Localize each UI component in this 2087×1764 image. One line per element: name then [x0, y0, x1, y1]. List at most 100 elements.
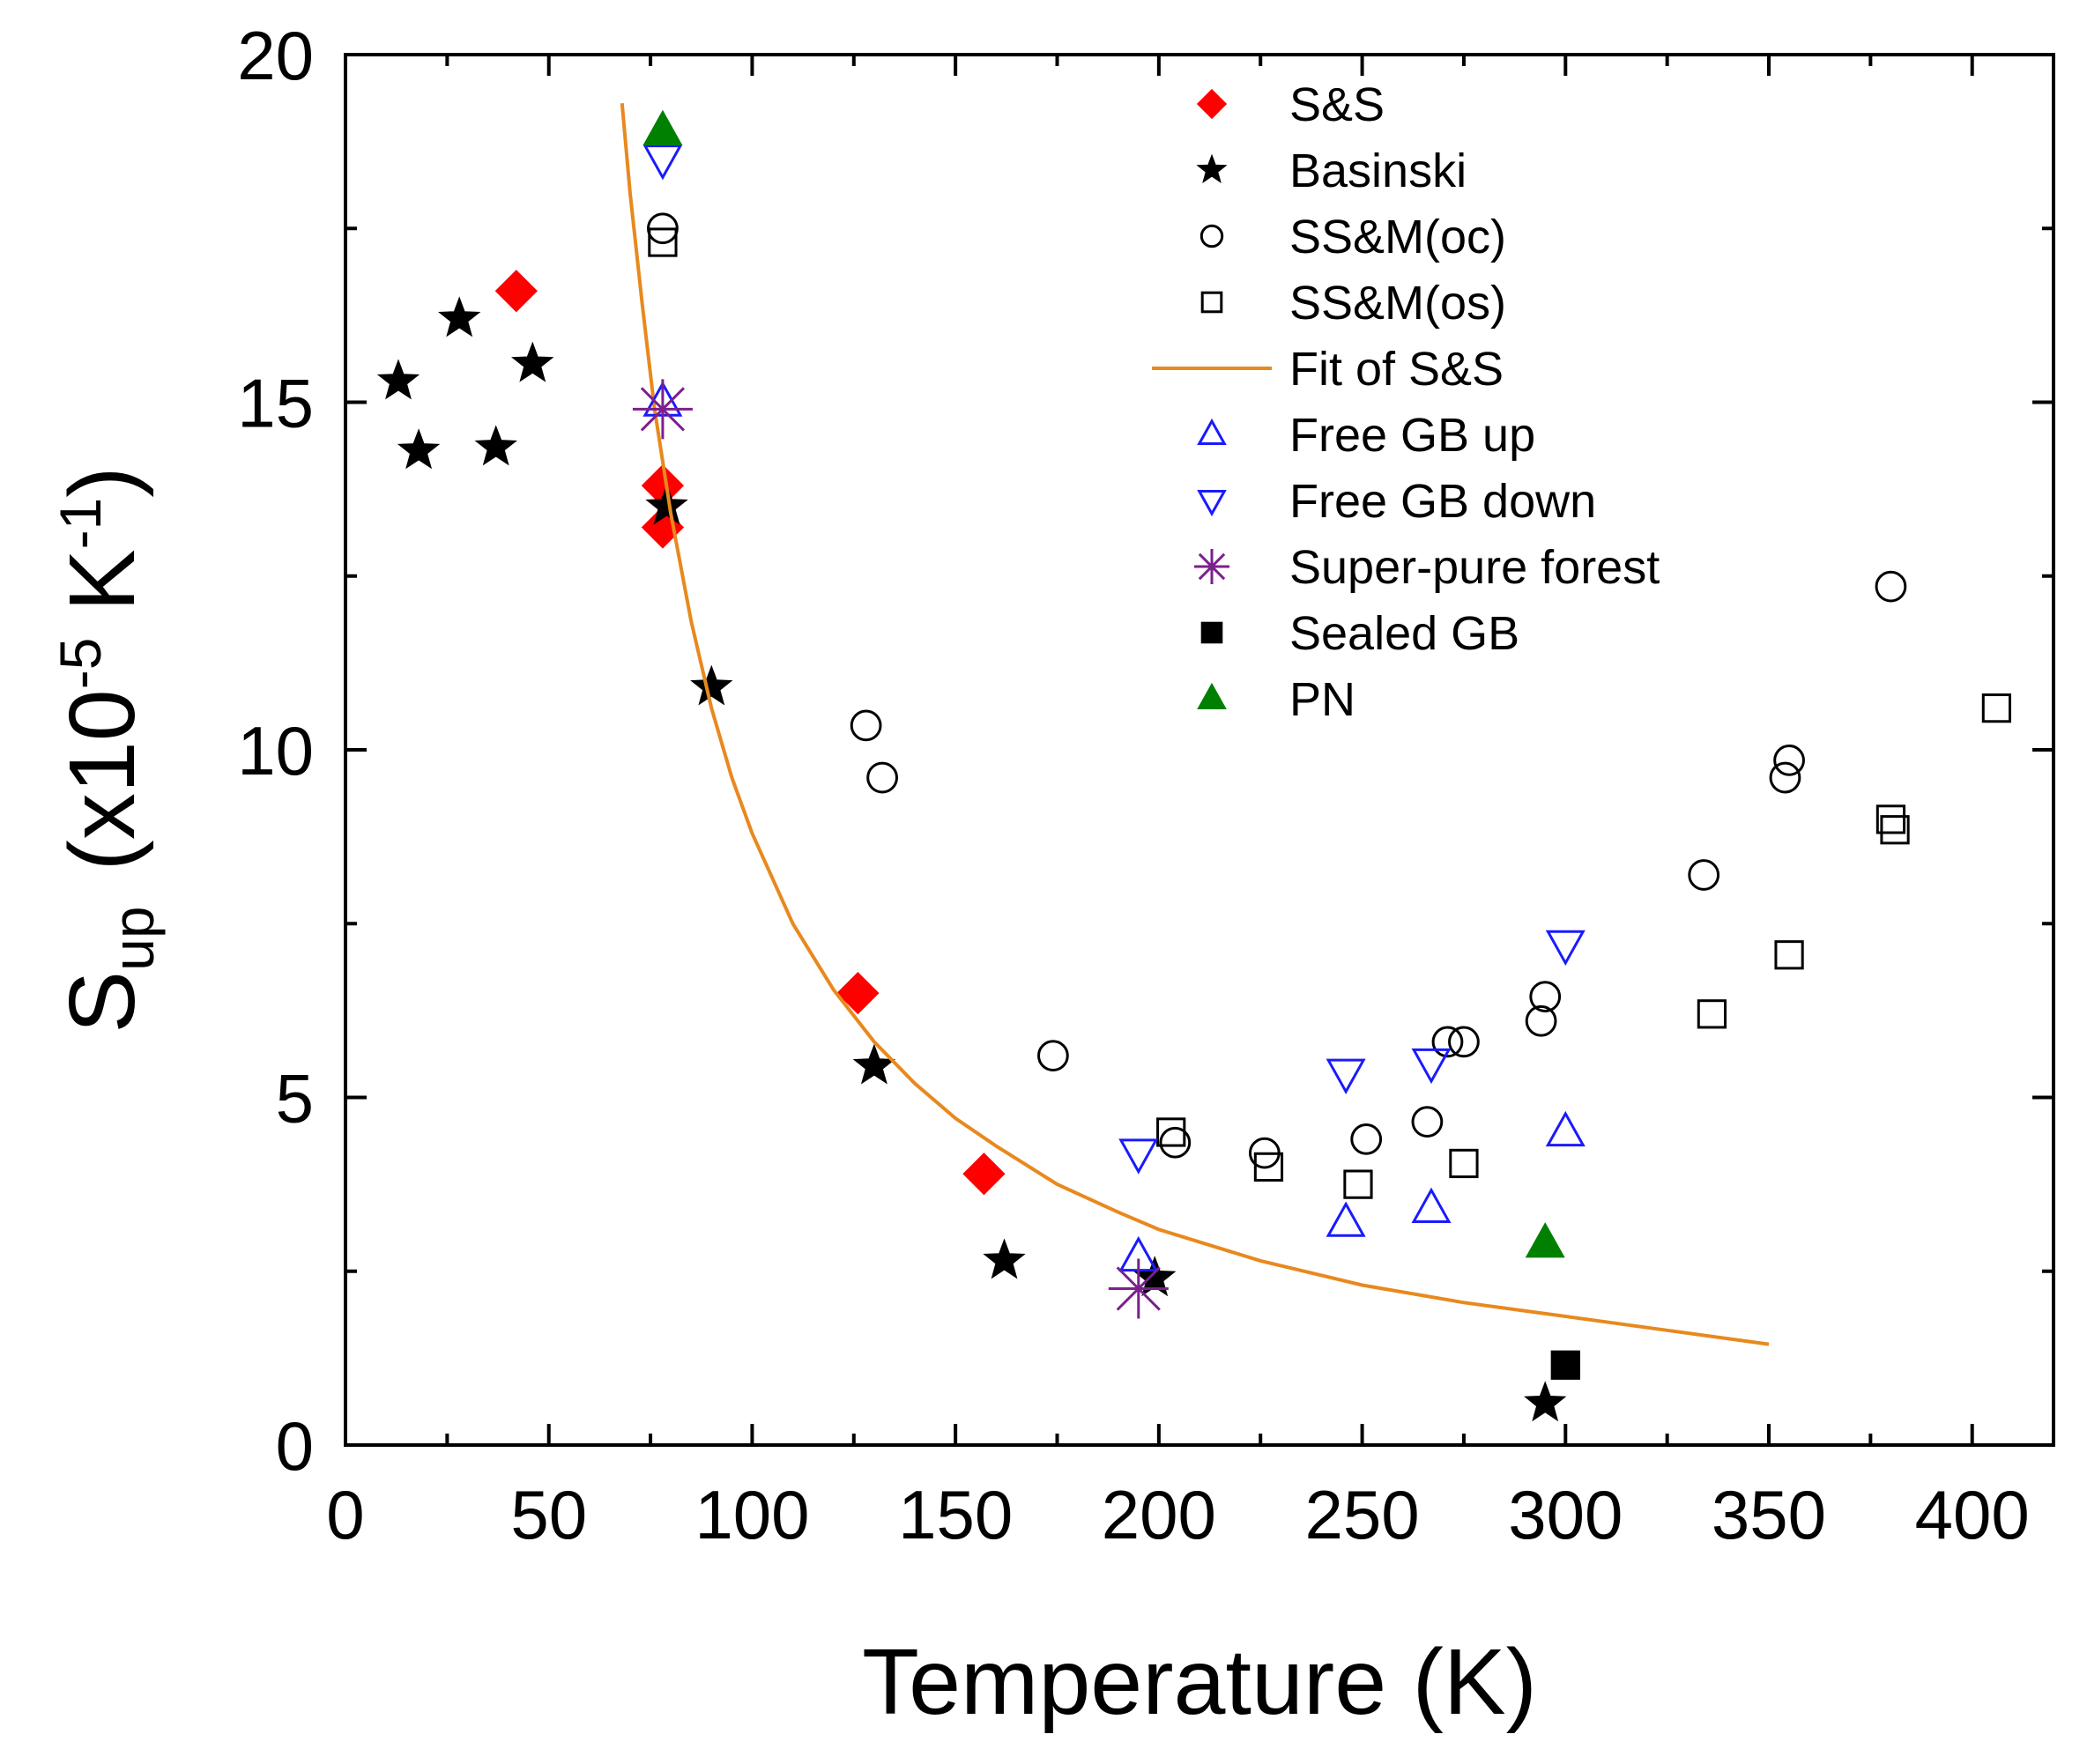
- y-axis-title-suffix: ): [50, 466, 154, 497]
- data-point-ss-m-os: [1880, 815, 1910, 845]
- y-axis-title-unit: K: [50, 549, 154, 637]
- data-point-basinski: [438, 296, 481, 337]
- legend-label: Free GB up: [1289, 409, 1535, 462]
- legend-swatch: [1197, 490, 1227, 517]
- legend-item-free-gb-up: Free GB up: [1197, 409, 1535, 462]
- data-point-ss-m-oc: [1773, 744, 1805, 776]
- data-point-ss-m-os: [1981, 693, 2012, 723]
- legend-swatch: [1197, 418, 1227, 445]
- data-point-basinski: [474, 425, 517, 466]
- data-point-basinski: [376, 359, 420, 400]
- data-point-ss-m-os: [1156, 1117, 1186, 1147]
- ticks: 0 50 100 150 200 250 300 350 400 0 5 10 15 20: [237, 17, 2054, 1553]
- data-point-pn: [1525, 1222, 1565, 1258]
- data-point-basinski: [397, 428, 441, 470]
- legend-swatch: [1194, 549, 1229, 584]
- y-axis-title: Sup (x10-5 K-1): [48, 466, 166, 1033]
- series-s-s: [494, 270, 1006, 1196]
- legend-label: PN: [1289, 673, 1355, 726]
- data-point-basinski: [511, 341, 554, 382]
- series-ss-m-oc: [647, 212, 1907, 1169]
- y-axis-title-subscript: up: [100, 906, 166, 970]
- x-tick-label: 250: [1305, 1476, 1420, 1553]
- data-point-sealed-gb: [1550, 1350, 1580, 1380]
- y-tick-label: 5: [276, 1060, 314, 1138]
- series-basinski: [376, 296, 1567, 1422]
- legend-item-fit-of-s-s: Fit of S&S: [1152, 343, 1504, 396]
- legend-label: SS&M(os): [1289, 277, 1506, 330]
- x-tick-label: 400: [1915, 1476, 2030, 1553]
- asterisk-stroke: [1116, 1266, 1161, 1311]
- series-ss-m-os: [648, 227, 2012, 1199]
- series-sealed-gb: [1550, 1350, 1580, 1380]
- data-point-ss-m-oc: [1525, 1004, 1557, 1037]
- legend-item-free-gb-down: Free GB down: [1197, 475, 1596, 528]
- legend-item-sealed-gb: Sealed GB: [1200, 607, 1519, 660]
- data-series: [376, 103, 2012, 1422]
- data-point-ss-m-os: [1875, 804, 1906, 834]
- series-super-pure-forest: [632, 379, 1169, 1319]
- data-point-free-gb-up: [1326, 1201, 1366, 1237]
- y-axis-title-exponent: -5: [48, 638, 113, 690]
- data-point-s-s: [962, 1153, 1006, 1196]
- x-tick-label: 100: [694, 1476, 809, 1553]
- data-point-ss-m-oc: [866, 761, 898, 794]
- data-point-free-gb-down: [1118, 1138, 1159, 1175]
- x-tick-label: 50: [510, 1476, 587, 1553]
- legend-label: Sealed GB: [1289, 607, 1519, 660]
- asterisk-stroke: [640, 387, 686, 432]
- data-point-s-s: [494, 270, 538, 313]
- data-point-free-gb-up: [1411, 1187, 1452, 1223]
- legend-swatch: [1197, 682, 1227, 709]
- x-axis-title: Temperature (K): [862, 1630, 1537, 1734]
- legend-label: Super-pure forest: [1289, 541, 1660, 594]
- y-tick-label: 20: [237, 17, 314, 94]
- legend-item-super-pure-forest: Super-pure forest: [1194, 541, 1660, 594]
- legend-label: Fit of S&S: [1289, 343, 1504, 396]
- data-point-ss-m-oc: [1350, 1123, 1383, 1155]
- data-point-ss-m-oc: [1529, 981, 1562, 1012]
- data-point-super-pure-forest: [632, 379, 693, 440]
- data-point-free-gb-down: [1545, 930, 1586, 966]
- legend-label: Free GB down: [1289, 475, 1596, 528]
- legend-swatch: [1200, 621, 1223, 644]
- data-point-free-gb-down: [1411, 1048, 1452, 1085]
- legend-item-basinski: Basinski: [1196, 145, 1467, 197]
- x-tick-label: 150: [898, 1476, 1013, 1553]
- data-point-ss-m-oc: [1448, 1026, 1480, 1058]
- data-point-basinski: [690, 664, 733, 706]
- y-tick-label: 15: [237, 365, 314, 442]
- data-point-ss-m-oc: [1875, 570, 1907, 603]
- data-point-basinski: [852, 1043, 896, 1085]
- data-point-free-gb-down: [1326, 1058, 1366, 1094]
- data-point-ss-m-oc: [1037, 1040, 1069, 1072]
- x-tick-label: 0: [326, 1476, 364, 1553]
- legend-label: SS&M(oc): [1289, 211, 1506, 263]
- series-pn: [642, 109, 1565, 1258]
- data-point-basinski: [983, 1238, 1026, 1279]
- legend-item-pn: PN: [1197, 673, 1355, 726]
- data-point-ss-m-os: [648, 227, 678, 257]
- x-tick-label: 350: [1712, 1476, 1826, 1553]
- y-tick-label: 0: [276, 1407, 314, 1485]
- series-free-gb-down: [642, 145, 1586, 1175]
- data-point-ss-m-oc: [1688, 859, 1720, 891]
- legend-label: S&S: [1289, 78, 1385, 131]
- data-point-ss-m-oc: [1159, 1126, 1192, 1159]
- data-point-ss-m-oc: [1769, 761, 1801, 794]
- legend-swatch: [1199, 224, 1224, 248]
- data-point-ss-m-oc: [1431, 1026, 1464, 1058]
- series-fit-of-s-s: [620, 103, 1770, 1346]
- legend-item-s-s: S&S: [1196, 78, 1385, 131]
- data-point-ss-m-os: [1774, 940, 1804, 970]
- data-point-ss-m-oc: [850, 709, 882, 742]
- data-point-s-s: [836, 972, 880, 1015]
- data-point-free-gb-down: [642, 145, 683, 181]
- legend: S&S Basinski SS&M(oc) SS&M(os) Fit of S&S Fre…: [1152, 78, 1660, 726]
- data-point-pn: [642, 109, 683, 145]
- data-point-basinski: [1524, 1381, 1567, 1422]
- y-axis-title-base: S: [50, 971, 154, 1034]
- asterisk-stroke: [1198, 552, 1226, 581]
